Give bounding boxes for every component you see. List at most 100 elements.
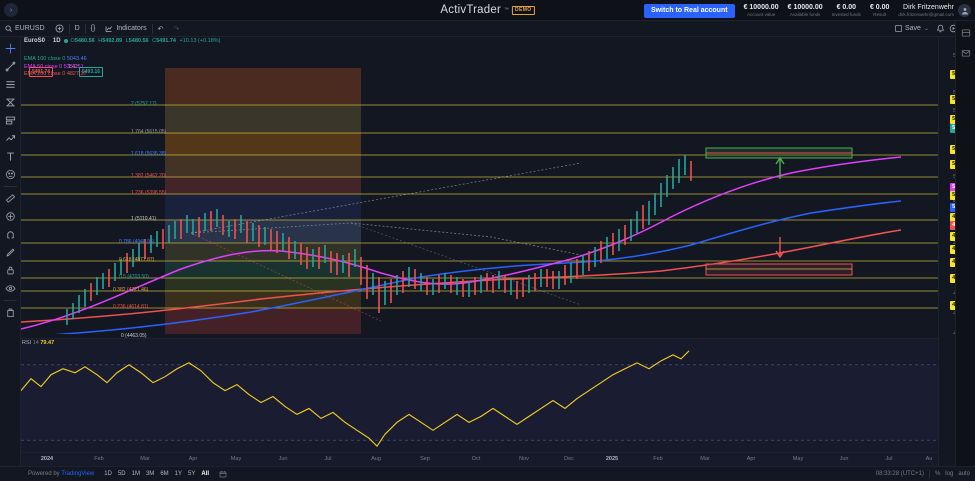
sidebar-collapse-icon[interactable]: › [4,3,18,17]
timeframe-1y[interactable]: 1Y [174,471,182,477]
ohlc-high: 5492.89 [102,38,123,44]
ohlc-close: 5491.74 [156,38,176,44]
fib-label: 1.382 (5462.20) [131,173,167,179]
undo-button[interactable]: ↶ [153,21,169,37]
timeframe-selector: 1D 5D 1M 3M 6M 1Y 5Y All [104,470,227,478]
divider [3,186,17,187]
lock-drawings-tool[interactable] [1,262,20,279]
drawing-mode-tool[interactable] [1,244,20,261]
legend-ema-50[interactable]: EMA 50 close 0 5351.51 [24,64,223,70]
mail-icon[interactable] [959,47,973,59]
rsi-length: 14 [32,340,39,346]
measure-ruler-tool[interactable] [1,190,20,207]
time-tick: Jun [278,456,288,462]
alert-bell-icon[interactable] [934,22,947,35]
timeframe-all[interactable]: All [201,471,210,477]
trend-line-tool[interactable] [1,58,20,75]
log-scale-button[interactable]: log [945,471,954,477]
time-tick: Jul [885,456,893,462]
timeframe-5d[interactable]: 5D [117,471,126,477]
tradingview-link[interactable]: TradingView [61,471,95,477]
user-menu[interactable]: Dirk Fritzenwehr dirk.fritzenwehr@gmail.… [898,4,971,17]
account-area: Switch to Real account € 10000.00 Accoun… [643,0,971,21]
metric-label: Invested funds [831,11,861,17]
brand-name: ActivTrader [440,4,501,16]
redo-icon: ↷ [173,25,180,33]
remove-drawings-tool[interactable] [1,304,20,321]
symbol-search-input[interactable]: EURUSD [0,21,50,37]
chart-canvas[interactable]: 2 (5752.17) 1.764 (5615.05) 1.618 (5636.… [21,37,938,466]
magnet-mode-tool[interactable] [1,226,20,243]
time-tick: Dec [564,456,574,462]
legend-symbol-row[interactable]: EuroS0 · 1D O5480.56 H5492.89 L5480.56 C… [24,38,223,44]
time-tick: May [792,456,804,462]
add-symbol-button[interactable] [50,21,69,37]
metric-value: € 10000.00 [787,3,823,11]
search-icon [5,25,12,32]
divider [151,23,153,34]
legend-bubble-high: 5493.16 [79,67,104,77]
auto-scale-button[interactable]: auto [958,471,970,477]
percent-scale-button[interactable]: % [934,471,941,477]
indicators-button[interactable]: Indicators [100,21,151,37]
fib-label: 1.236 (5398.55) [131,190,167,196]
fib-label: 1.764 (5615.05) [131,129,167,135]
interval-selector[interactable]: D [70,21,85,37]
price-pane[interactable] [21,37,938,334]
timeframe-1m[interactable]: 1M [131,471,140,477]
indicators-label: Indicators [116,25,147,32]
chart-style-label: {} [90,25,96,32]
legend-ema-200[interactable]: EMA 200 close 0 4827.37 [24,71,223,77]
legend-bubble-spread: 1.42 [68,64,78,70]
powered-by-tradingview[interactable]: Powered by TradingView [28,471,94,477]
save-layout-button[interactable]: Save ⌄ [890,21,934,37]
cursor-crosshair-tool[interactable] [1,40,20,57]
text-tool[interactable] [1,148,20,165]
account-metric-invested-funds: € 0.00 Invested funds [832,4,861,17]
emoji-tool[interactable] [1,166,20,183]
symbol-label: EURUSD [15,25,45,32]
account-metric-available-funds: € 10000.00 Available funds [788,4,823,17]
metric-value: € 10000.00 [743,3,779,11]
rsi-legend[interactable]: RSI 14 79.47 [22,340,54,346]
chart-style-selector[interactable]: {} [86,21,101,37]
ohlc-low: 5480.56 [128,38,149,44]
pattern-tool[interactable] [1,112,20,129]
horizontal-lines-tool[interactable] [1,76,20,93]
timeframe-5y[interactable]: 5Y [188,471,196,477]
time-axis[interactable]: 2024 Feb Mar Apr May Jun Jul Aug Sep Oct… [21,452,938,466]
powered-prefix: Powered by [28,471,62,477]
time-tick: Feb [94,456,104,462]
clock-label[interactable]: 08:33:28 (UTC+1) [875,471,924,477]
fib-label: 0 (4463.05) [121,333,147,339]
divider [84,23,86,34]
prediction-tool[interactable] [1,130,20,147]
rsi-pane[interactable] [21,338,938,466]
time-tick: Nov [519,456,529,462]
hide-drawings-tool[interactable] [1,280,20,297]
legend-ema-100[interactable]: EMA 100 close 0 5043.46 [24,56,223,62]
watchlist-icon[interactable] [959,27,973,39]
user-email: dirk.fritzenwehr@gmail.com [898,11,954,17]
chevron-down-icon[interactable]: ⌄ [923,26,929,32]
redo-button[interactable]: ↷ [169,21,185,37]
ema-200-value: 4827.37 [66,71,87,77]
chart-legend: EuroS0 · 1D O5480.56 H5492.89 L5480.56 C… [24,38,223,77]
time-tick: Mar [700,456,710,462]
metric-value: € 0.00 [869,3,890,11]
switch-to-real-account-button[interactable]: Switch to Real account [643,3,735,18]
divider [928,470,930,478]
legend-ohlc: O5480.56 H5492.89 L5480.56 C5491.74 +10.… [70,38,221,44]
bottom-bar: Powered by TradingView 1D 5D 1M 3M 6M 1Y… [0,466,975,481]
timeframe-1d[interactable]: 1D [104,471,112,477]
ema-100-name: EMA 100 close 0 [24,56,66,62]
fib-retracement-tool[interactable] [1,94,20,111]
magnet-tool[interactable] [1,208,20,225]
timeframe-6m[interactable]: 6M [160,471,169,477]
trademark-icon: ™ [503,7,509,13]
timeframe-3m[interactable]: 3M [145,471,155,477]
checkbox-icon[interactable] [895,25,902,32]
legend-interval: 1D [52,38,61,44]
calendar-icon[interactable] [219,470,227,478]
avatar[interactable] [958,4,971,17]
